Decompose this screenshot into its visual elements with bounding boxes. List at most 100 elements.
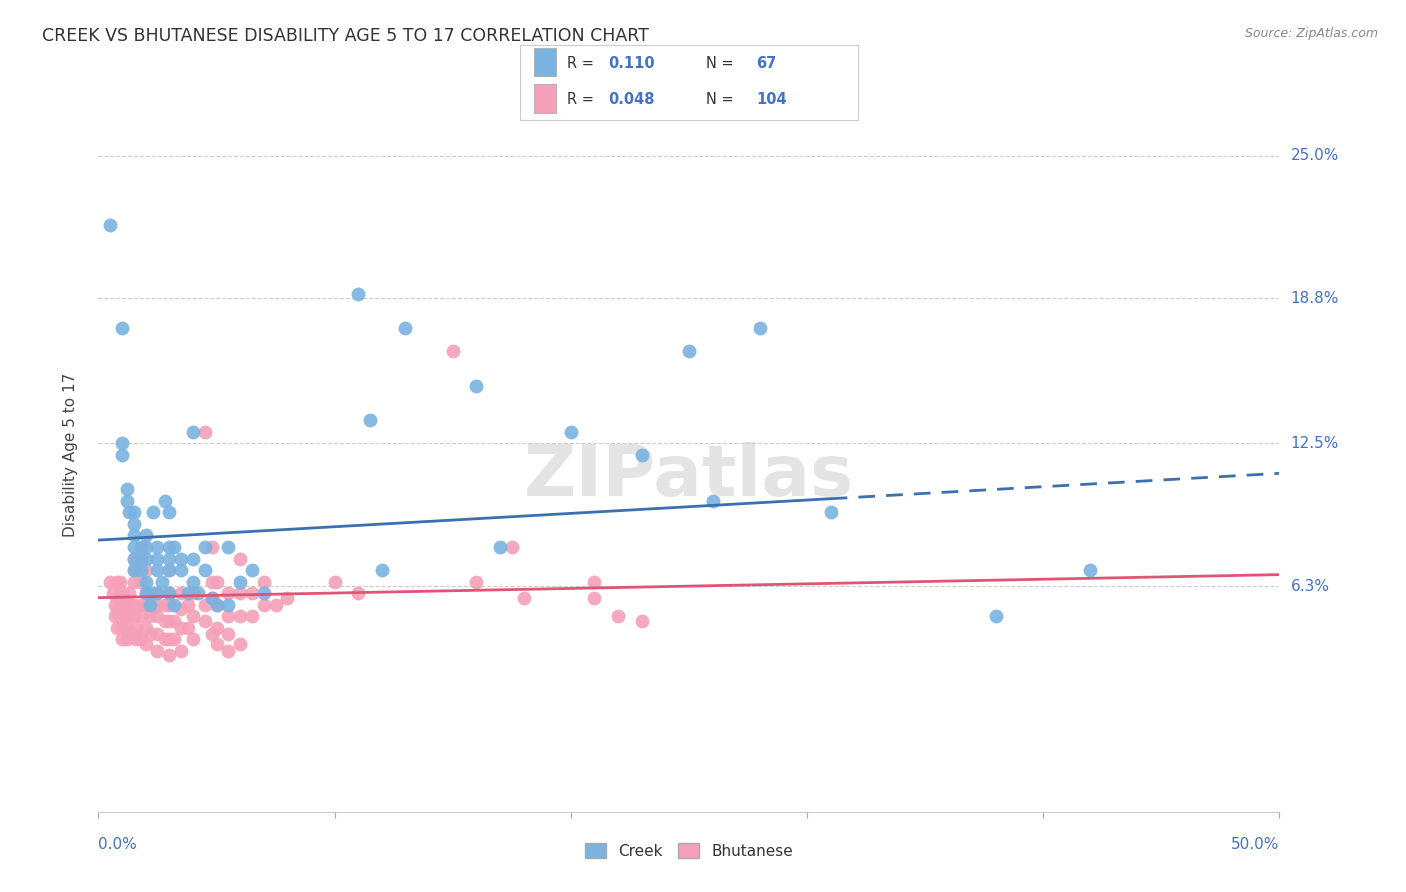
Point [177,586,200,600]
Point [465,574,488,589]
Point [157,648,180,663]
Point [157,551,180,566]
Point [146,609,169,624]
Point [153,632,176,646]
Point [122,627,145,641]
Point [157,563,180,577]
Point [135,574,157,589]
Point [105,591,128,605]
Point [177,621,200,635]
Point [205,574,228,589]
Point [181,609,204,624]
Point [115,494,138,508]
Point [501,540,523,554]
Point [157,540,180,554]
Point [583,574,606,589]
Point [139,627,162,641]
Point [98,218,121,232]
Text: 0.0%: 0.0% [98,837,138,852]
Point [512,591,534,605]
Point [240,586,263,600]
Point [111,436,134,450]
Point [135,637,157,651]
Point [157,586,180,600]
Point [111,586,134,600]
Text: 6.3%: 6.3% [1291,579,1330,594]
Point [194,540,217,554]
Point [194,614,217,628]
Point [163,598,186,612]
Point [607,609,630,624]
Point [115,621,138,635]
Point [194,598,217,612]
Point [118,598,141,612]
Point [820,506,842,520]
Point [105,621,128,635]
Text: Source: ZipAtlas.com: Source: ZipAtlas.com [1244,27,1378,40]
Point [276,591,298,605]
Point [201,574,224,589]
Point [194,425,217,439]
Point [111,448,134,462]
Text: 0.048: 0.048 [607,93,654,107]
Point [122,563,145,577]
Point [115,483,138,497]
Point [984,609,1007,624]
Point [157,598,180,612]
Point [347,286,370,301]
Point [142,506,165,520]
Point [229,609,252,624]
Point [170,602,193,616]
Text: 50.0%: 50.0% [1232,837,1279,852]
Point [181,586,204,600]
Point [187,586,209,600]
Point [394,321,416,335]
Point [104,598,127,612]
Legend: Creek, Bhutanese: Creek, Bhutanese [578,837,800,864]
Point [115,632,138,646]
Point [157,563,180,577]
Text: N =: N = [706,56,738,71]
Point [371,563,394,577]
Point [139,586,162,600]
Text: 12.5%: 12.5% [1291,436,1339,451]
Point [122,563,145,577]
Point [139,609,162,624]
Point [157,586,180,600]
Text: R =: R = [568,56,599,71]
Point [217,643,239,657]
Point [129,632,152,646]
Point [122,598,145,612]
Point [748,321,770,335]
Point [229,586,252,600]
Point [465,379,488,393]
Point [118,586,141,600]
Point [146,563,169,577]
Point [441,344,464,359]
Point [217,598,239,612]
Point [153,614,176,628]
Point [201,540,224,554]
Point [122,540,145,554]
Point [181,632,204,646]
Point [105,604,128,618]
Point [115,609,138,624]
Point [489,540,512,554]
Point [201,591,224,605]
Text: ZIPatlas: ZIPatlas [524,442,853,511]
Point [108,586,131,600]
Point [153,494,176,508]
Point [122,609,145,624]
Point [129,563,152,577]
Point [583,591,606,605]
Point [122,516,145,531]
Point [146,586,169,600]
Point [146,627,169,641]
Point [111,321,134,335]
Point [146,598,169,612]
Point [205,598,228,612]
Point [135,586,157,600]
Point [240,609,263,624]
Point [135,621,157,635]
Point [217,586,239,600]
